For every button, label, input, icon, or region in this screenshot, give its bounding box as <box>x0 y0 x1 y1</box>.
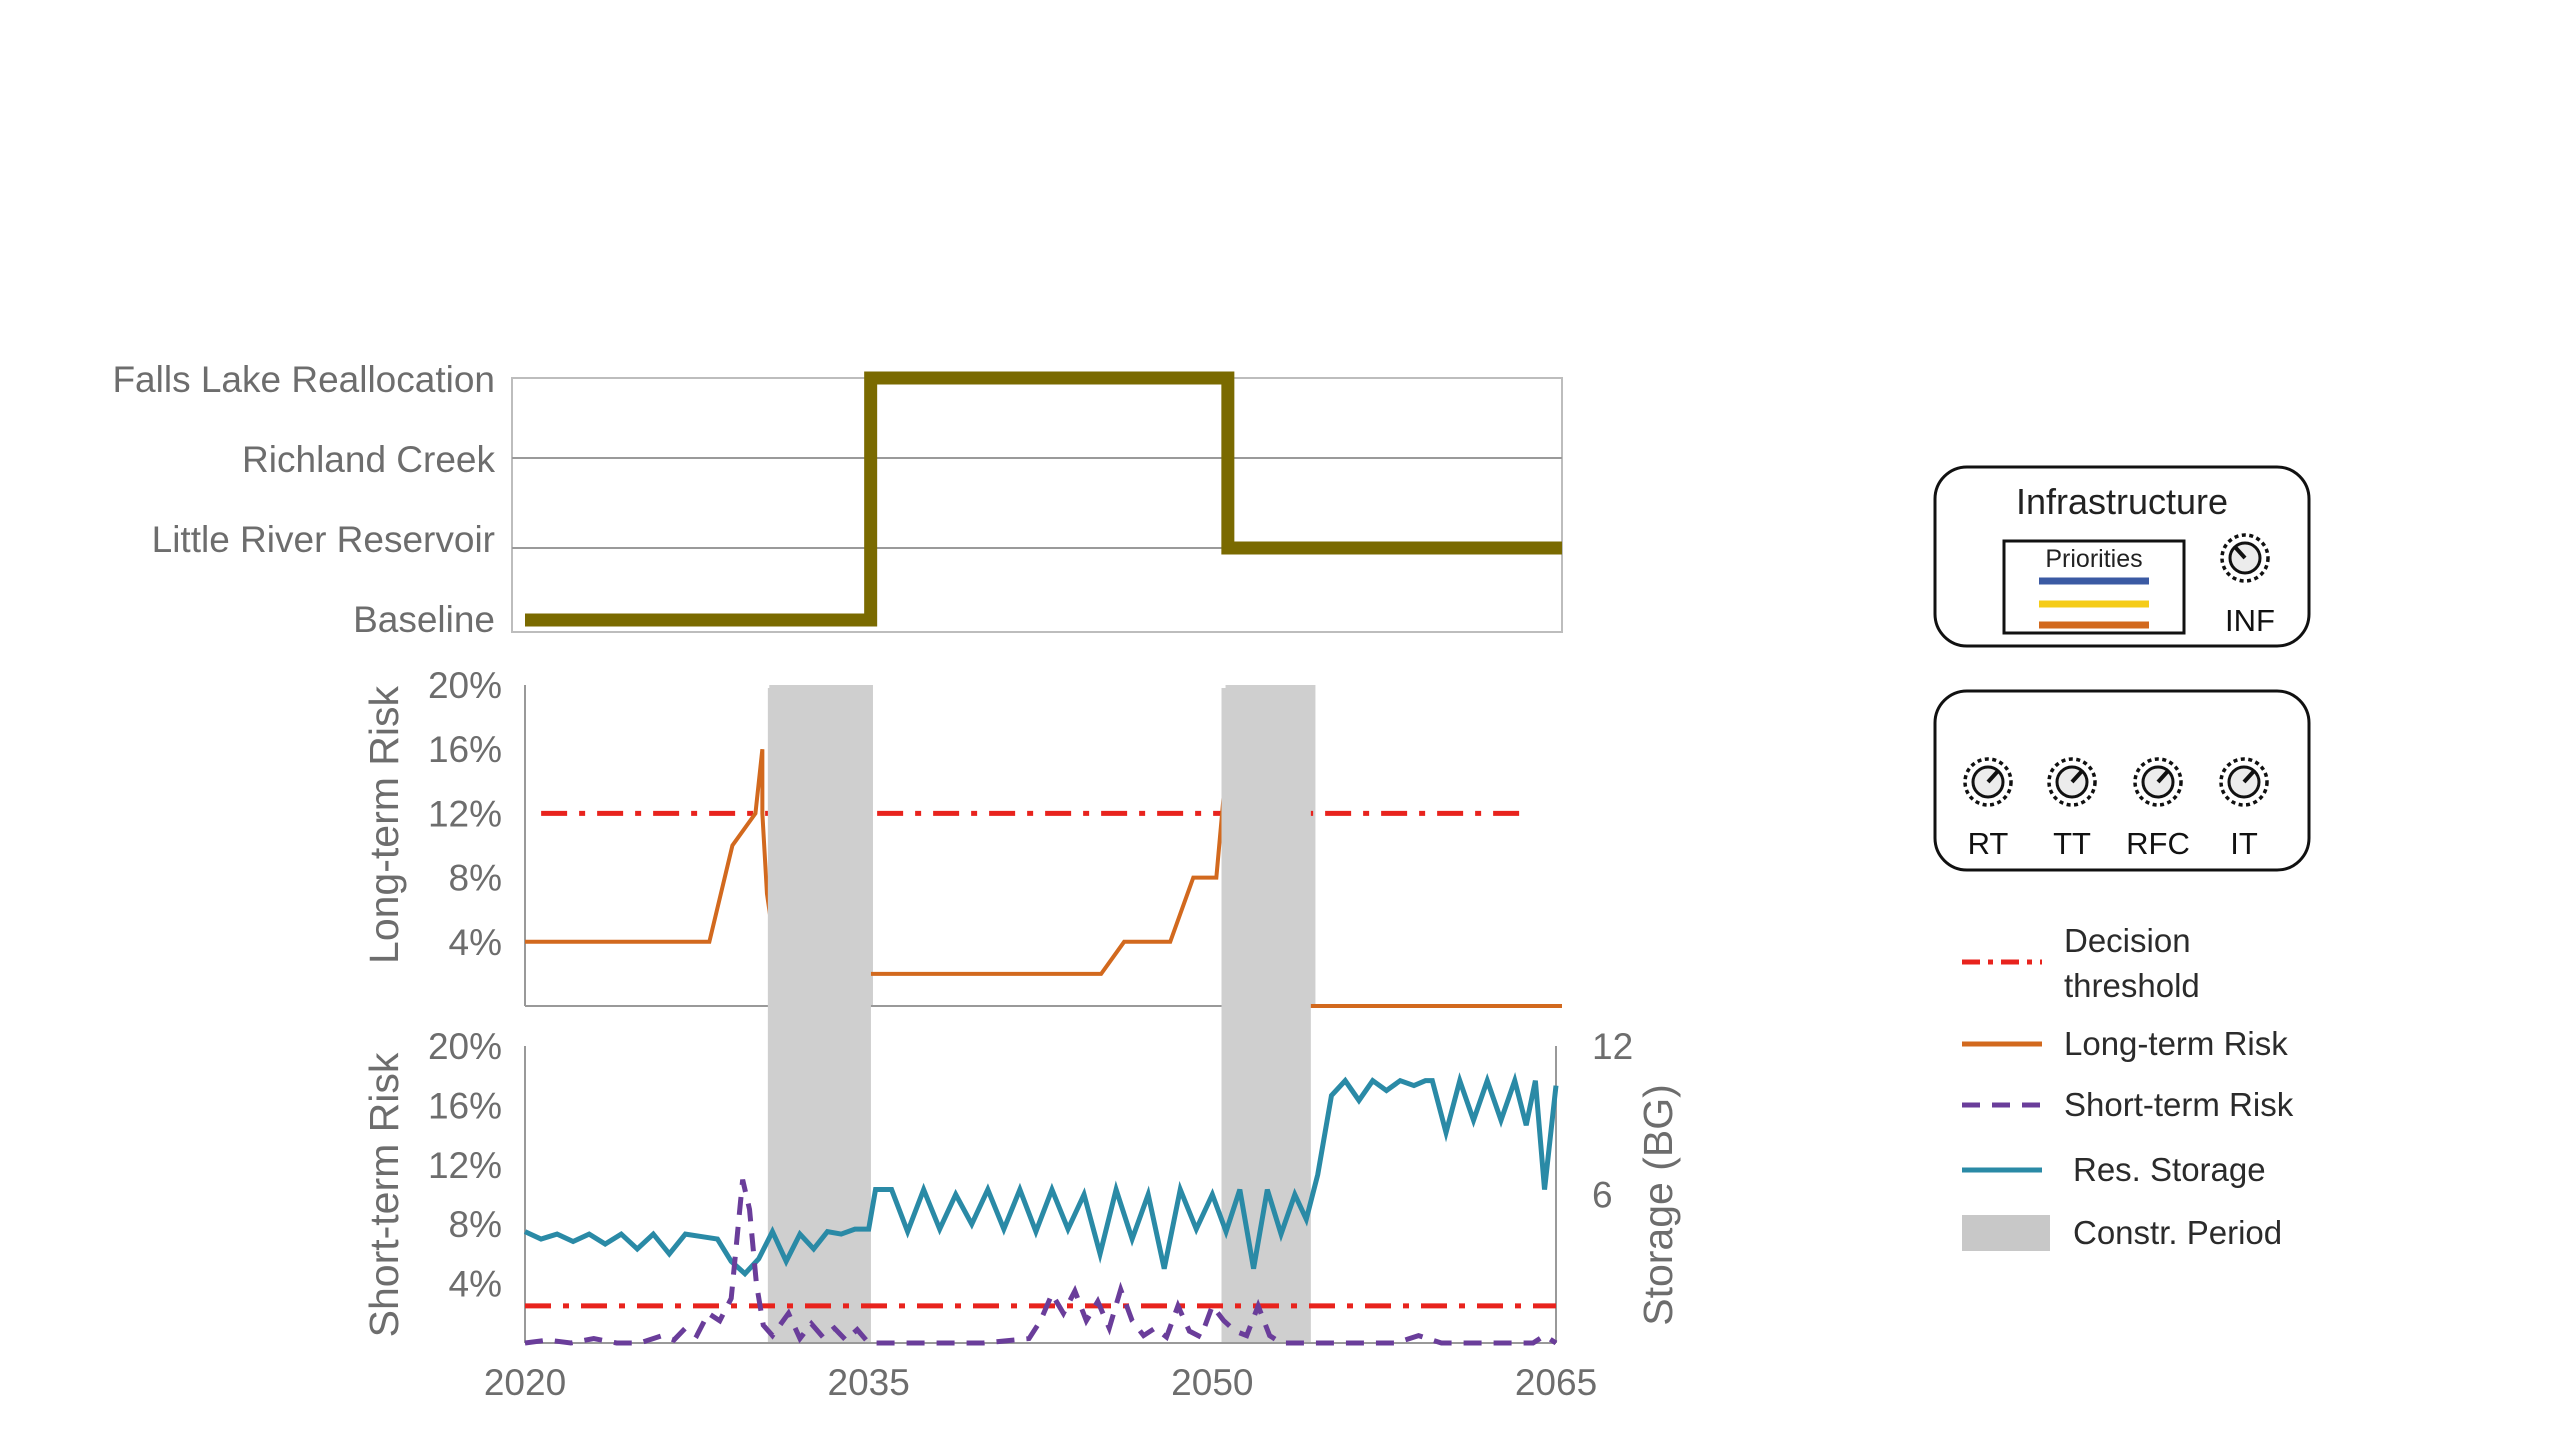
storage-y2-tick-6: 6 <box>1592 1175 1613 1216</box>
long-term-y-tick-8%: 8% <box>449 858 502 899</box>
legend-item-4: Res. Storage <box>1962 1151 2266 1188</box>
pathway-panel: Falls Lake Reallocation Richland Creek L… <box>112 359 1563 640</box>
pathway-plot-frame <box>511 377 1563 633</box>
knob-ring <box>2133 757 2183 807</box>
x-tick-2050: 2050 <box>1171 1362 1253 1403</box>
knob-ring <box>1963 757 2013 807</box>
knob-ring <box>2047 757 2097 807</box>
long-term-y-tick-12%: 12% <box>428 793 502 834</box>
legend-label-line2: threshold <box>2064 967 2200 1004</box>
knob-label-rt: RT <box>1968 826 2009 861</box>
infrastructure-box: Infrastructure Priorities INF <box>1933 465 2311 648</box>
inf-knob-label: INF <box>2225 603 2275 638</box>
long-term-y-axis-label: Long-term Risk <box>361 686 407 964</box>
long-term-risk-panel: 4% 8% 12% 16% 20% Long-term Risk <box>361 665 1562 1008</box>
knob-ring <box>2219 757 2269 807</box>
category-label-richland: Richland Creek <box>242 439 495 480</box>
pathway-series-line <box>525 371 1562 627</box>
category-label-little-river: Little River Reservoir <box>152 519 495 560</box>
inf-knob-icon[interactable] <box>2220 533 2270 583</box>
x-tick-2065: 2065 <box>1515 1362 1597 1403</box>
long-term-y-ticks: 4% 8% 12% 16% 20% <box>428 665 502 963</box>
storage-y2-tick-12: 12 <box>1592 1026 1633 1067</box>
storage-y2-axis-label: Storage (BG) <box>1635 1084 1681 1326</box>
priorities-box <box>2002 539 2186 635</box>
long-term-risk-line <box>525 748 1562 1008</box>
legend-label: Short-term Risk <box>2064 1086 2294 1123</box>
short-term-y-tick-8%: 8% <box>449 1204 502 1245</box>
short-term-y-tick-16%: 16% <box>428 1085 502 1126</box>
short-term-y-tick-20%: 20% <box>428 1026 502 1067</box>
short-term-y-axis-label: Short-term Risk <box>361 1052 407 1337</box>
knob-pointer <box>1986 769 2000 784</box>
x-axis-ticks: 2020 2035 2050 2065 <box>484 1362 1597 1403</box>
long-term-y-tick-20%: 20% <box>428 665 502 706</box>
knobs-row: RT TT RFC IT <box>1963 757 2269 861</box>
long-term-y-tick-4%: 4% <box>449 922 502 963</box>
storage-y2-ticks: 6 12 <box>1592 1026 1633 1216</box>
infrastructure-title: Infrastructure <box>2016 481 2228 522</box>
knob-icon-tt[interactable] <box>2047 757 2097 807</box>
legend-label: Decision <box>2064 922 2191 959</box>
knob-pointer <box>2242 769 2256 784</box>
short-term-risk-panel: 4% 8% 12% 16% 20% 6 12 2020 2035 2050 2065 Short… <box>361 688 1681 1403</box>
legend-item-2: Long-term Risk <box>1962 1025 2288 1062</box>
knob-label-rfc: RFC <box>2126 826 2190 861</box>
knob-icon-rfc[interactable] <box>2133 757 2183 807</box>
legend-item-1: Decision threshold <box>1962 922 2200 1004</box>
category-label-baseline: Baseline <box>353 599 495 640</box>
legend-item-3: Short-term Risk <box>1962 1086 2294 1123</box>
knob-icon-rt[interactable] <box>1963 757 2013 807</box>
category-label-falls-lake: Falls Lake Reallocation <box>112 359 495 400</box>
knobs-box: RT TT RFC IT <box>1933 689 2311 872</box>
x-tick-2020: 2020 <box>484 1362 566 1403</box>
long-term-y-tick-16%: 16% <box>428 729 502 770</box>
construction-periods-short-term <box>767 688 1311 1343</box>
knob-label-tt: TT <box>2053 826 2091 861</box>
knob-pointer <box>2070 769 2084 784</box>
knobs-box-frame <box>1933 689 2311 872</box>
short-term-y-tick-4%: 4% <box>449 1264 502 1305</box>
short-term-y-tick-12%: 12% <box>428 1145 502 1186</box>
res-storage-line <box>523 1072 1559 1278</box>
knob-icon-it[interactable] <box>2219 757 2269 807</box>
knob-label-it: IT <box>2230 826 2258 861</box>
legend-label: Constr. Period <box>2073 1214 2282 1251</box>
construction-period-lower-2 <box>1221 688 1311 1343</box>
legend-item-5: Constr. Period <box>1962 1214 2282 1251</box>
x-tick-2035: 2035 <box>828 1362 910 1403</box>
short-term-risk-line <box>524 1179 1558 1346</box>
legend-swatch-box <box>1962 1215 2050 1251</box>
legend-label: Res. Storage <box>2073 1151 2266 1188</box>
legend: Decision threshold Long-term Risk Short-ter… <box>1962 922 2294 1251</box>
priorities-label: Priorities <box>2045 545 2142 573</box>
legend-label: Long-term Risk <box>2064 1025 2288 1062</box>
short-term-y-ticks: 4% 8% 12% 16% 20% <box>428 1026 502 1305</box>
knob-pointer <box>2156 769 2170 784</box>
construction-period-lower-1 <box>767 688 871 1343</box>
